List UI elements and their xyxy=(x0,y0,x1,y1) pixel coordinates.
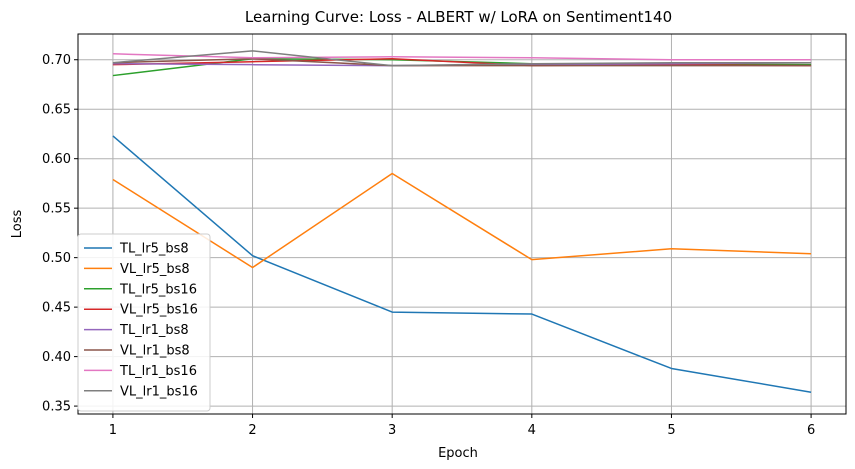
y-axis-title: Loss xyxy=(10,210,25,239)
legend-label: VL_lr1_bs16 xyxy=(120,384,198,399)
legend-label: TL_lr1_bs16 xyxy=(119,364,197,379)
x-axis-title: Epoch xyxy=(438,446,478,461)
y-tick-label: 0.45 xyxy=(42,301,71,316)
y-tick-label: 0.70 xyxy=(42,53,71,68)
series-line-TL_lr5_bs8 xyxy=(112,135,812,393)
y-tick-label: 0.40 xyxy=(42,350,71,365)
x-tick-label: 4 xyxy=(528,423,536,438)
y-tick-label: 0.35 xyxy=(42,400,71,415)
y-tick-label: 0.50 xyxy=(42,251,71,266)
series-line-TL_lr5_bs16 xyxy=(112,57,812,77)
legend-label: VL_lr1_bs8 xyxy=(120,344,190,359)
y-axis: 0.35 0.40 0.45 0.50 0.55 0.60 0.65 0.70 xyxy=(42,53,78,415)
legend-box xyxy=(77,233,211,412)
series-line-VL_lr5_bs16 xyxy=(112,57,812,67)
y-tick-label: 0.65 xyxy=(42,103,71,118)
x-tick-label: 3 xyxy=(388,423,396,438)
legend-label: TL_lr1_bs8 xyxy=(119,323,189,338)
series-line-VL_lr1_bs16 xyxy=(112,50,812,67)
legend-label: TL_lr5_bs16 xyxy=(119,282,197,297)
y-tick-label: 0.55 xyxy=(42,202,71,217)
series-lines xyxy=(112,50,812,393)
x-axis: 1 2 3 4 5 6 xyxy=(109,414,815,438)
x-tick-label: 1 xyxy=(109,423,117,438)
x-tick-label: 2 xyxy=(248,423,256,438)
legend-label: TL_lr5_bs8 xyxy=(119,242,189,257)
series-line-VL_lr1_bs8 xyxy=(112,57,812,67)
x-tick-label: 6 xyxy=(807,423,815,438)
series-line-VL_lr5_bs8 xyxy=(112,172,812,269)
series-line-TL_lr1_bs16 xyxy=(112,53,812,61)
y-tick-label: 0.60 xyxy=(42,152,71,167)
plot-frame xyxy=(77,33,847,415)
legend-label: VL_lr5_bs8 xyxy=(120,262,190,277)
legend: TL_lr5_bs8 VL_lr5_bs8 TL_lr5_bs16 VL_lr5_bs… xyxy=(77,233,211,412)
legend-label: VL_lr5_bs16 xyxy=(120,303,198,318)
chart-title: Learning Curve: Loss - ALBERT w/ LoRA on… xyxy=(245,8,672,26)
x-tick-label: 5 xyxy=(667,423,675,438)
